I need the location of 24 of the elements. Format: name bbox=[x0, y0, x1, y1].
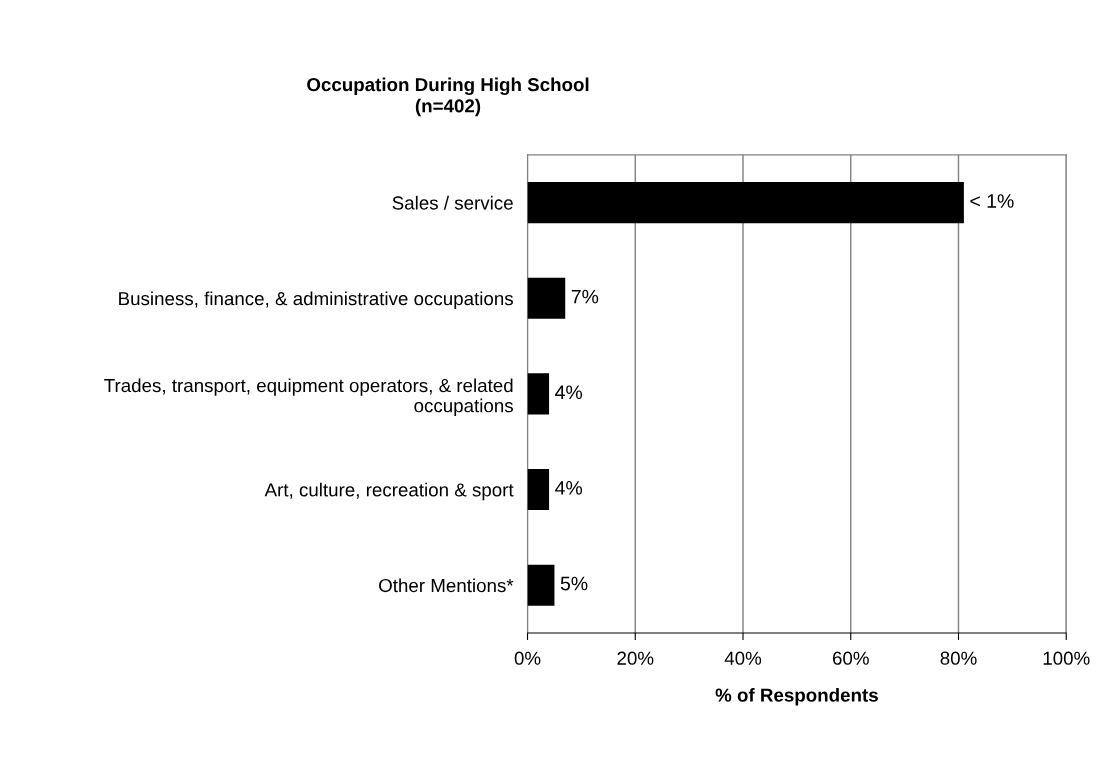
data-label: 5% bbox=[560, 576, 588, 591]
bar bbox=[527, 564, 555, 606]
data-label: < 1% bbox=[970, 194, 1014, 208]
bar bbox=[527, 468, 550, 511]
x-tick-label: 80% bbox=[940, 651, 977, 665]
y-tick-label: Sales / service bbox=[392, 195, 513, 210]
x-tick-label: 0% bbox=[514, 651, 541, 665]
data-label: 7% bbox=[571, 289, 599, 304]
chart-subtitle: (n=402) bbox=[415, 98, 481, 117]
x-tick-label: 100% bbox=[1043, 651, 1090, 665]
y-tick-label: Business, finance, & administrative occupations bbox=[119, 291, 513, 309]
bar bbox=[527, 182, 964, 224]
y-tick-label: Trades, transport, equipment operators, & related occupations bbox=[104, 378, 513, 417]
bar bbox=[527, 373, 550, 415]
data-label: 4% bbox=[555, 385, 583, 400]
y-tick-label: Other Mentions* bbox=[379, 578, 514, 593]
y-tick-label: Art, culture, recreation & sport bbox=[264, 482, 514, 501]
chart-title: Occupation During High School bbox=[307, 77, 589, 96]
x-tick-label: 60% bbox=[832, 651, 869, 665]
bar bbox=[527, 277, 566, 319]
data-label: 4% bbox=[555, 481, 583, 495]
x-tick-label: 40% bbox=[724, 651, 762, 665]
x-axis-title: % of Respondents bbox=[715, 687, 878, 706]
x-tick-label: 20% bbox=[617, 651, 654, 665]
